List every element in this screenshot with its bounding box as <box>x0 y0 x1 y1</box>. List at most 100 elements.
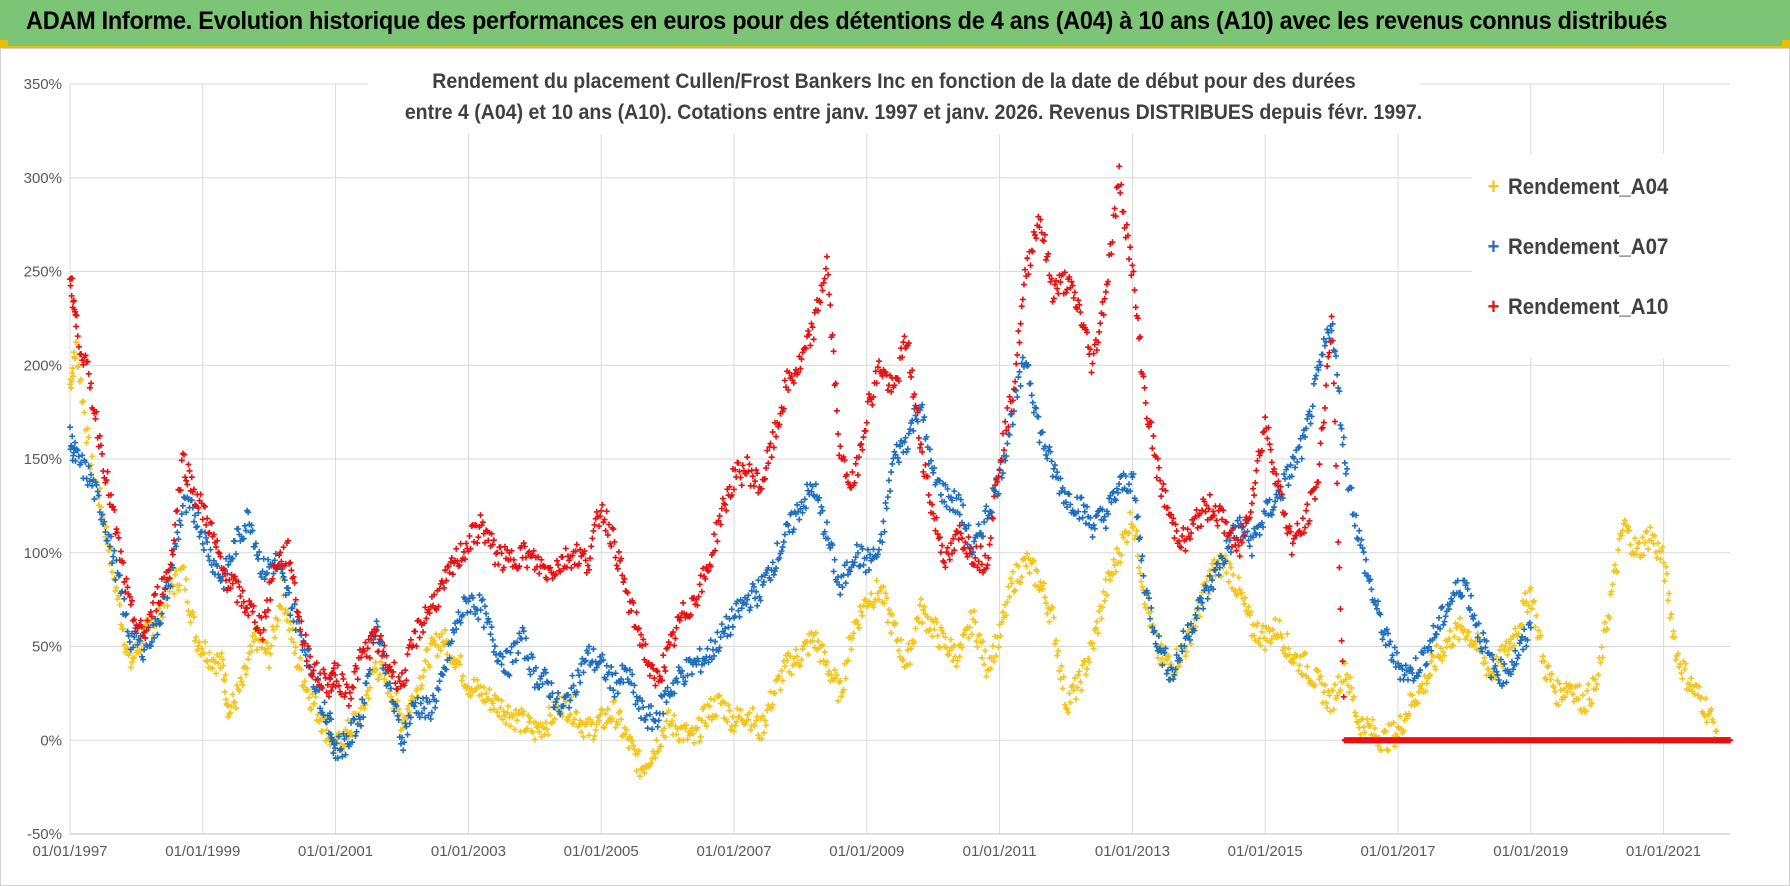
data-point <box>363 680 370 687</box>
data-point <box>629 671 636 678</box>
data-point <box>196 639 203 646</box>
data-point <box>442 627 449 634</box>
data-point <box>83 475 90 482</box>
data-point <box>1267 639 1274 646</box>
data-point <box>812 481 819 488</box>
data-point <box>549 690 556 697</box>
data-point <box>258 644 265 651</box>
data-point <box>623 726 630 733</box>
data-point <box>602 676 609 683</box>
data-point <box>1290 659 1297 666</box>
data-point <box>1046 618 1053 625</box>
data-point <box>1078 494 1085 501</box>
data-point <box>110 553 117 560</box>
data-point <box>1369 716 1376 723</box>
data-point <box>576 721 583 728</box>
data-point <box>1129 262 1136 269</box>
data-point <box>749 705 756 712</box>
data-point <box>1033 235 1040 242</box>
data-point <box>189 609 196 616</box>
data-point <box>1615 546 1622 553</box>
data-point <box>538 673 545 680</box>
data-point <box>515 650 522 657</box>
data-point <box>1268 635 1275 642</box>
data-point <box>755 732 762 739</box>
data-point <box>188 474 195 481</box>
data-point <box>1258 628 1265 635</box>
data-point <box>395 673 402 680</box>
data-point <box>1110 488 1117 495</box>
data-point <box>1606 614 1613 621</box>
data-point <box>426 664 433 671</box>
data-point <box>908 645 915 652</box>
data-point <box>937 624 944 631</box>
data-point <box>1012 587 1019 594</box>
data-point <box>302 651 309 658</box>
data-point <box>1085 655 1092 662</box>
data-point <box>584 650 591 657</box>
data-point <box>875 358 882 365</box>
data-point <box>200 546 207 553</box>
data-point <box>211 659 218 666</box>
data-point <box>756 593 763 600</box>
data-point <box>1657 556 1664 563</box>
data-point <box>549 719 556 726</box>
data-point <box>727 726 734 733</box>
data-point <box>897 443 903 450</box>
data-point <box>332 745 339 752</box>
data-point <box>260 555 267 562</box>
data-point <box>767 577 774 584</box>
data-point <box>988 654 995 661</box>
data-point <box>180 564 187 571</box>
data-point <box>397 740 404 747</box>
data-point <box>906 661 913 668</box>
data-point <box>763 722 770 729</box>
data-point <box>654 723 661 730</box>
data-point <box>1345 682 1352 689</box>
data-point <box>902 434 909 441</box>
data-point <box>1039 237 1046 244</box>
data-point <box>825 271 832 278</box>
data-point <box>1647 524 1654 531</box>
data-point <box>112 587 119 594</box>
data-point <box>1318 680 1325 687</box>
data-point <box>705 659 712 666</box>
data-point <box>323 719 330 726</box>
data-point <box>1627 541 1634 548</box>
data-point <box>798 499 805 506</box>
data-point <box>1435 654 1442 661</box>
data-point <box>403 715 410 722</box>
data-point <box>827 302 834 309</box>
data-point <box>618 676 625 683</box>
data-point <box>1165 652 1172 659</box>
data-point <box>1147 615 1154 622</box>
data-point <box>612 724 619 731</box>
data-point <box>1049 473 1056 480</box>
data-point <box>317 716 324 723</box>
data-point <box>802 505 809 512</box>
data-point <box>897 653 903 660</box>
data-point <box>1616 535 1623 542</box>
data-point <box>283 617 290 624</box>
data-point <box>464 683 471 690</box>
data-point <box>476 592 483 599</box>
data-point <box>164 594 171 601</box>
data-point <box>895 459 902 466</box>
data-point <box>427 640 434 647</box>
data-point <box>1330 380 1337 387</box>
data-point <box>1015 563 1022 570</box>
data-point <box>1333 462 1340 469</box>
data-point <box>970 549 977 556</box>
report-banner-title: ADAM Informe. Evolution historique des p… <box>26 7 1668 35</box>
data-point <box>216 653 223 660</box>
data-point <box>467 608 474 615</box>
data-point <box>905 430 912 437</box>
data-point <box>1154 654 1161 661</box>
data-point <box>1342 470 1349 477</box>
data-point <box>925 491 932 498</box>
data-point <box>738 605 745 612</box>
data-point <box>173 508 180 515</box>
data-point <box>1091 525 1098 532</box>
data-point <box>921 414 928 421</box>
data-point <box>527 671 534 678</box>
